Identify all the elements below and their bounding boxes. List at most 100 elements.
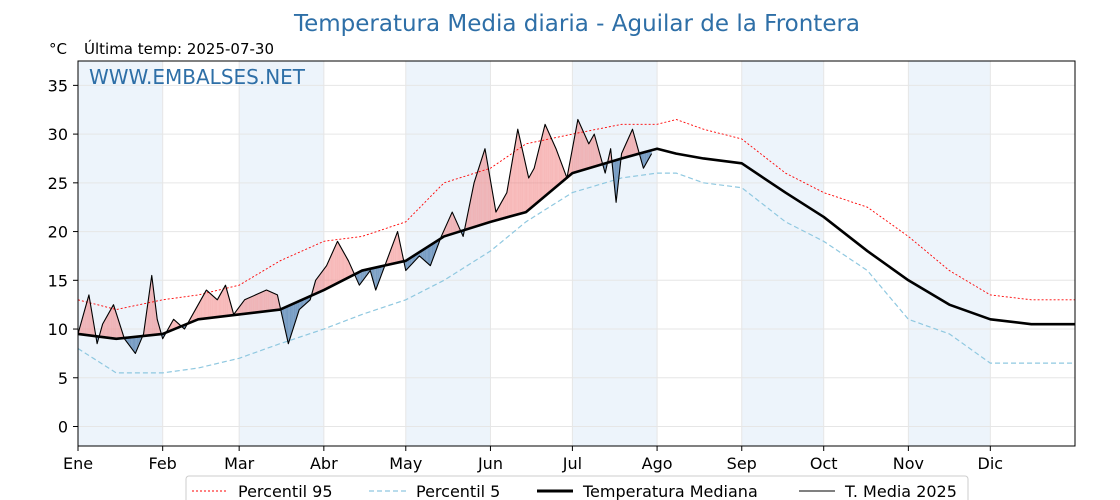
fill-above-median	[314, 280, 316, 295]
fill-above-median	[631, 129, 633, 156]
fill-below-median	[422, 249, 424, 260]
y-tick-label: 30	[48, 125, 68, 144]
fill-above-median	[535, 157, 537, 205]
fill-above-median	[322, 269, 324, 291]
fill-above-median	[340, 246, 342, 282]
fill-above-median	[450, 212, 453, 235]
fill-below-median	[426, 246, 428, 264]
fill-above-median	[534, 162, 536, 206]
fill-above-median	[327, 259, 330, 288]
fill-above-median	[400, 244, 402, 263]
fill-above-median	[217, 297, 219, 318]
fill-above-median	[393, 238, 395, 264]
fill-above-median	[591, 136, 593, 168]
fill-above-median	[483, 148, 485, 224]
fill-above-median	[513, 145, 516, 216]
fill-below-median	[132, 336, 134, 352]
fill-above-median	[347, 258, 349, 279]
fill-above-median	[150, 275, 152, 336]
fill-above-median	[338, 243, 341, 283]
fill-above-median	[112, 304, 114, 339]
fill-above-median	[207, 291, 210, 319]
fill-above-median	[333, 247, 335, 286]
fill-above-median	[532, 168, 535, 207]
fill-above-median	[594, 134, 596, 167]
fill-above-median	[244, 299, 246, 314]
month-band-sep	[741, 61, 824, 446]
fill-above-median	[478, 165, 480, 226]
fill-below-median	[375, 267, 378, 291]
fill-above-median	[105, 316, 107, 338]
plot-frame	[77, 60, 1076, 447]
x-tick-label: Nov	[893, 454, 924, 473]
legend-frame	[185, 475, 969, 500]
fill-below-median	[133, 336, 136, 354]
fill-above-median	[575, 126, 577, 173]
fill-above-median	[474, 178, 476, 227]
month-band-ene	[78, 61, 163, 446]
fill-above-median	[390, 246, 393, 265]
fill-below-median	[427, 246, 429, 265]
fill-above-median	[504, 195, 506, 219]
fill-above-median	[523, 153, 525, 213]
fill-above-median	[520, 141, 522, 214]
fill-below-median	[282, 307, 285, 326]
fill-below-median	[407, 259, 409, 270]
fill-above-median	[560, 159, 562, 184]
fill-below-median	[289, 304, 292, 340]
fill-above-median	[484, 148, 487, 224]
fill-above-median	[87, 294, 89, 336]
x-tick-label: Dic	[978, 454, 1004, 473]
fill-above-median	[632, 129, 634, 156]
y-tick-label: 10	[48, 320, 68, 339]
fill-above-median	[218, 294, 221, 317]
fill-above-median	[546, 127, 548, 195]
fill-above-median	[396, 231, 398, 263]
fill-above-median	[505, 192, 507, 218]
fill-above-median	[261, 291, 263, 312]
fill-above-median	[337, 241, 339, 284]
fill-above-median	[580, 125, 582, 171]
series-line-p5	[77, 172, 1075, 374]
fill-above-median	[209, 292, 211, 318]
fill-above-median	[266, 290, 268, 312]
fill-below-median	[360, 270, 363, 284]
fill-above-median	[550, 136, 552, 192]
fill-above-median	[247, 297, 249, 314]
fill-above-median	[502, 197, 505, 219]
fill-above-median	[336, 241, 338, 284]
fill-above-median	[241, 301, 244, 315]
fill-above-median	[117, 317, 119, 339]
fill-above-median	[577, 119, 580, 172]
series-line-median	[77, 147, 1075, 341]
fill-below-median	[428, 245, 431, 266]
fill-above-median	[587, 140, 589, 169]
x-tick-label: Jun	[477, 454, 503, 473]
fill-above-median	[554, 145, 557, 188]
fill-above-median	[222, 287, 225, 317]
fill-above-median	[482, 152, 484, 225]
fill-above-median	[203, 292, 206, 319]
fill-above-median	[199, 299, 201, 320]
fill-below-median	[297, 301, 300, 314]
fill-above-median	[174, 320, 177, 329]
fill-above-median	[276, 294, 278, 311]
fill-above-median	[255, 294, 257, 313]
fill-above-median	[553, 142, 555, 190]
fill-above-median	[539, 140, 541, 201]
fill-above-median	[538, 146, 540, 202]
fill-above-median	[251, 296, 253, 313]
fill-below-median	[363, 269, 365, 280]
fill-above-median	[274, 293, 277, 311]
fill-above-median	[583, 131, 585, 170]
fill-above-median	[516, 129, 518, 215]
fill-above-median	[525, 165, 528, 213]
fill-above-median	[569, 156, 572, 176]
fill-above-median	[269, 291, 271, 311]
fill-above-median	[531, 170, 533, 208]
fill-above-median	[256, 293, 259, 313]
fill-below-median	[285, 306, 287, 338]
fill-above-median	[151, 275, 154, 336]
fill-below-median	[644, 151, 647, 166]
